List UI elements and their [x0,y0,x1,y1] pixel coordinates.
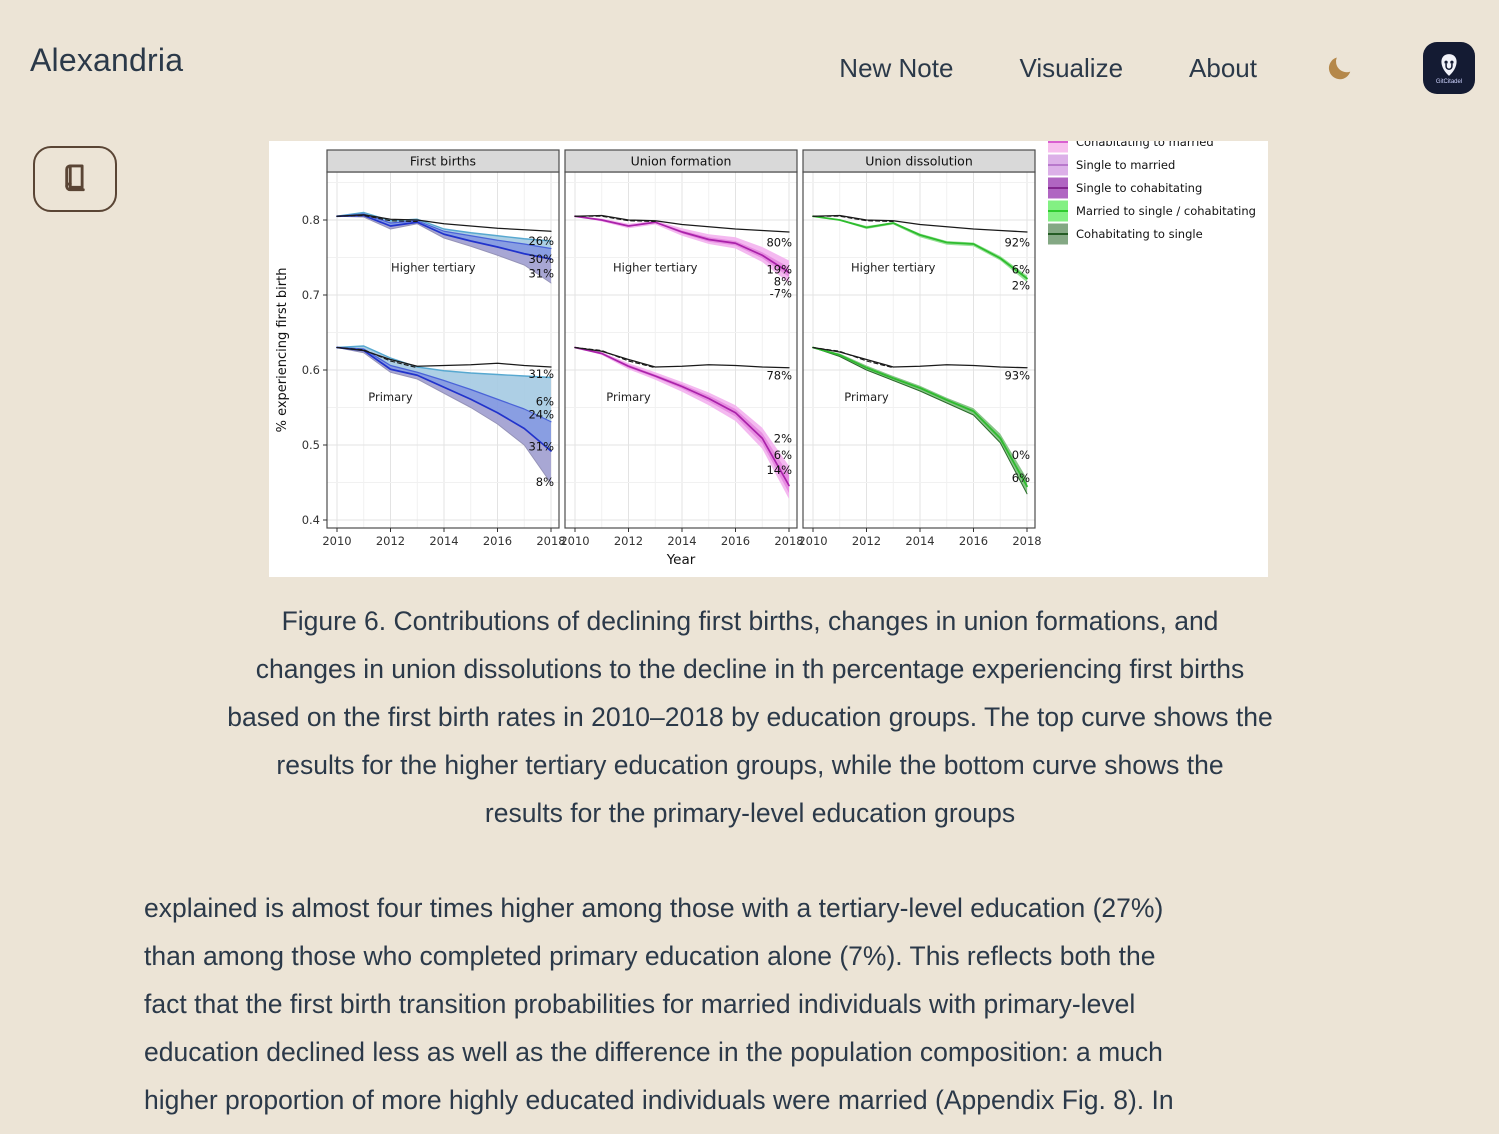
legend-item: Single to married [1048,154,1175,176]
svg-text:93%: 93% [1004,368,1030,382]
svg-text:Union dissolution: Union dissolution [865,154,973,169]
svg-text:Primary: Primary [606,390,651,404]
figure-chart: 26%30%31%Higher tertiary31%6%24%31%8%Pri… [275,141,1256,568]
book-icon [65,164,85,192]
legend-item: Cohabitating to married [1048,141,1214,153]
svg-text:31%: 31% [528,266,554,280]
gitcitadel-shield-icon [1441,53,1457,76]
figure-image: 26% 30% 31% Higher tertiary 31% 6% 24% 31% 8% Pri… [269,141,1268,577]
main-nav: New Note Visualize About GitCitadel [839,42,1475,94]
svg-text:-7%: -7% [770,287,792,301]
svg-text:26%: 26% [528,234,554,248]
legend-item: Single to cohabitating [1048,177,1202,199]
panel-union-formation: 80% 19%8%-7% Higher tertiary 2% 6%14% 78% Prim… [560,149,804,548]
badge-label: GitCitadel [1435,78,1463,85]
svg-text:First births: First births [410,154,476,169]
legend-item: Cohabitating to single [1048,223,1203,245]
svg-text:% experiencing first birth: % experiencing first birth [275,268,290,433]
article-paragraph: explained is almost four times higher am… [144,884,1454,1134]
svg-text:6%: 6% [774,448,792,462]
svg-text:24%: 24% [528,407,554,421]
svg-text:Single to cohabitating: Single to cohabitating [1076,181,1202,195]
svg-text:2018: 2018 [1012,534,1041,548]
nav-new-note[interactable]: New Note [839,52,954,83]
svg-text:Single to married: Single to married [1076,158,1175,172]
svg-text:14%: 14% [766,463,792,477]
svg-text:2014: 2014 [429,534,458,548]
brand-logo[interactable]: Alexandria [30,42,184,78]
svg-text:2016: 2016 [959,534,988,548]
svg-text:31%: 31% [528,440,554,454]
panel-union-dissolution: 92%6%2%Higher tertiary93%0%6%PrimaryUnio… [798,149,1042,548]
svg-text:2016: 2016 [483,534,512,548]
app-header: Alexandria New Note Visualize About GitC… [0,0,1499,120]
svg-text:0.6: 0.6 [302,363,320,377]
svg-text:2012: 2012 [614,534,643,548]
svg-text:30%: 30% [528,252,554,266]
svg-text:2010: 2010 [560,534,589,548]
svg-text:19%: 19% [766,263,792,277]
svg-text:6%: 6% [536,395,554,409]
legend-item: Married to single / cohabitating [1048,200,1256,222]
svg-text:Married to single / cohabitati: Married to single / cohabitating [1076,204,1256,218]
svg-text:Primary: Primary [368,390,413,404]
svg-text:2018: 2018 [774,534,803,548]
svg-text:0.8: 0.8 [302,213,320,227]
svg-text:Year: Year [666,552,696,568]
theme-toggle-button[interactable] [1323,51,1357,85]
svg-text:2014: 2014 [667,534,696,548]
svg-text:2%: 2% [774,431,792,445]
panel-first-births: 26%30%31%Higher tertiary31%6%24%31%8%Pri… [302,149,566,548]
gitcitadel-badge[interactable]: GitCitadel [1423,42,1475,94]
svg-text:Primary: Primary [844,390,889,404]
svg-text:Cohabitating to single: Cohabitating to single [1076,227,1203,241]
svg-text:2%: 2% [1012,278,1030,292]
moon-icon [1328,57,1351,80]
nav-visualize[interactable]: Visualize [1019,52,1124,83]
svg-text:0.4: 0.4 [302,513,320,527]
svg-text:2014: 2014 [905,534,934,548]
svg-text:2012: 2012 [852,534,881,548]
nav-about[interactable]: About [1189,52,1257,83]
svg-text:6%: 6% [1012,263,1030,277]
svg-text:Higher tertiary: Higher tertiary [391,260,476,274]
svg-text:8%: 8% [536,475,554,489]
svg-text:92%: 92% [1004,236,1030,250]
svg-text:2010: 2010 [322,534,351,548]
svg-text:0.7: 0.7 [302,288,320,302]
svg-text:Higher tertiary: Higher tertiary [851,260,936,274]
svg-text:2010: 2010 [798,534,827,548]
svg-text:31%: 31% [528,367,554,381]
svg-text:0.5: 0.5 [302,438,320,452]
svg-text:Cohabitating to married: Cohabitating to married [1076,141,1214,149]
figure-caption: Figure 6. Contributions of declining fir… [227,606,1273,828]
svg-text:2018: 2018 [536,534,565,548]
svg-text:2016: 2016 [721,534,750,548]
svg-text:78%: 78% [766,368,792,382]
svg-text:0%: 0% [1012,448,1030,462]
svg-text:2012: 2012 [376,534,405,548]
paragraph-text: explained is almost four times higher am… [144,893,1174,1115]
svg-text:8%: 8% [774,275,792,289]
svg-text:Higher tertiary: Higher tertiary [613,260,698,274]
svg-text:Union formation: Union formation [631,154,732,169]
svg-text:6%: 6% [1012,471,1030,485]
svg-text:80%: 80% [766,236,792,250]
reader-mode-button[interactable] [33,146,117,212]
